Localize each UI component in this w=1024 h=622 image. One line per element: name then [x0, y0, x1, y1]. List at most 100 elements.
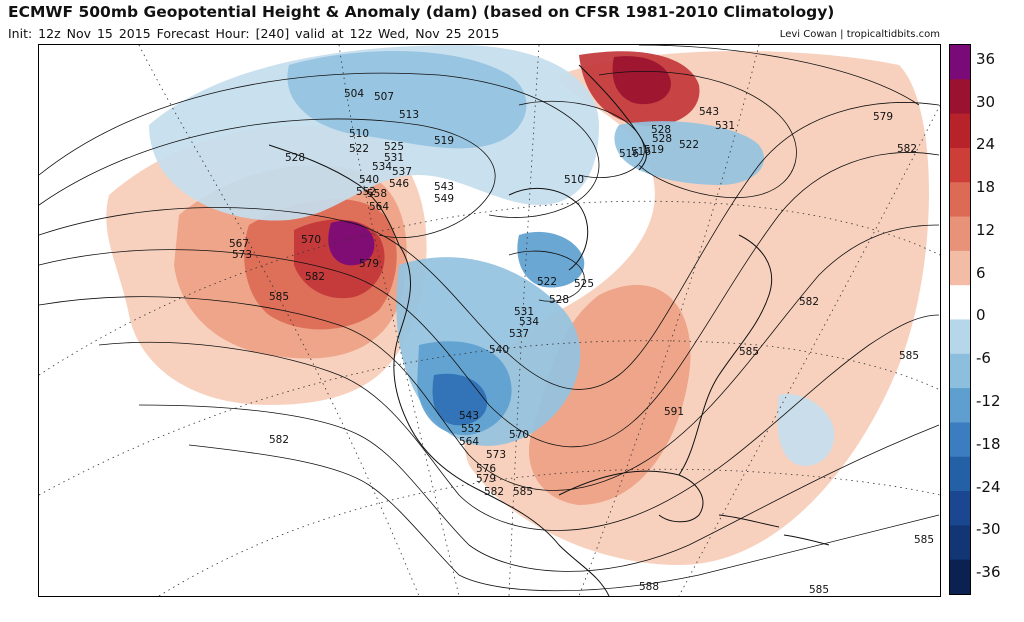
contour-label: 582 — [897, 143, 917, 155]
anomaly-trough-labrador — [614, 121, 765, 185]
colorbar-label: 0 — [976, 306, 986, 324]
colorbar-swatch — [950, 45, 970, 80]
coastline-greenland — [578, 64, 647, 171]
contour-label: 585 — [513, 486, 533, 498]
grid-line — [338, 45, 460, 596]
contour-label: 573 — [232, 249, 252, 261]
contour-label: 525 — [574, 278, 594, 290]
colorbar-swatch — [950, 388, 970, 423]
colorbar-label: 30 — [976, 93, 996, 111]
contour-label: 522 — [679, 139, 699, 151]
contour-label: 579 — [476, 473, 496, 485]
colorbar-swatch — [950, 147, 970, 183]
contour-label: 543 — [459, 410, 479, 422]
coastline-caribbean — [718, 514, 830, 546]
lat-lon-grid — [39, 45, 940, 596]
colorbar-swatch — [950, 422, 970, 458]
contour-label: 549 — [434, 193, 454, 205]
colorbar-swatch — [950, 491, 970, 526]
contour-label: 546 — [389, 178, 409, 190]
colorbar-label: -24 — [976, 478, 1001, 496]
height-contours — [39, 45, 940, 592]
page-title: ECMWF 500mb Geopotential Height & Anomal… — [8, 3, 835, 21]
colorbar-label: 24 — [976, 135, 996, 153]
contour-label: 543 — [699, 106, 719, 118]
contour-label: 579 — [873, 111, 893, 123]
contour-label: 510 — [349, 128, 369, 140]
colorbar-label: -18 — [976, 435, 1001, 453]
contour-label: 585 — [914, 534, 934, 546]
anomaly-colorbar — [949, 44, 971, 595]
contour-label: 582 — [269, 434, 289, 446]
colorbar-label: 6 — [976, 264, 986, 282]
contour-label: 585 — [269, 291, 289, 303]
colorbar-swatch — [950, 216, 970, 252]
coastline-gulf — [558, 470, 704, 523]
contour-label: 516 — [631, 146, 651, 158]
colorbar-swatch — [950, 319, 970, 355]
anomaly-ridge-greenland-core — [612, 56, 671, 105]
contour-label: 579 — [359, 258, 379, 270]
coastline-hudson-bay — [508, 187, 589, 271]
contour-label: 510 — [564, 174, 584, 186]
grid-line — [678, 104, 940, 596]
contour-label: 540 — [489, 344, 509, 356]
contour-label: 513 — [399, 109, 419, 121]
colorbar-swatch — [950, 79, 970, 115]
grid-line — [508, 45, 540, 596]
contour-line — [508, 250, 585, 302]
contour-label: 507 — [374, 91, 394, 103]
colorbar-label: 18 — [976, 178, 996, 196]
contour-label: 531 — [715, 120, 735, 132]
contour-label: 519 — [644, 144, 664, 156]
contour-label: 537 — [392, 166, 412, 178]
contour-label: 564 — [459, 436, 479, 448]
contour-label: 519 — [434, 135, 454, 147]
contour-label: 552 — [461, 423, 481, 435]
contour-label: 582 — [484, 486, 504, 498]
contour-line — [638, 45, 920, 106]
contour-label: 534 — [519, 316, 539, 328]
coastline-alaska — [268, 144, 400, 246]
contour-label: 528 — [285, 152, 305, 164]
colorbar-swatch — [950, 525, 970, 561]
contour-label: 558 — [367, 188, 387, 200]
forecast-info: Init: 12z Nov 15 2015 Forecast Hour: [24… — [8, 26, 500, 41]
contour-label: 570 — [301, 234, 321, 246]
contour-label: 516 — [619, 148, 639, 160]
contour-line — [598, 71, 797, 199]
contour-label: 582 — [799, 296, 819, 308]
forecast-map: 504 507 513 510 522 525 528 531 534 537 540 546 543 5… — [38, 44, 941, 597]
contour-label: 528 — [651, 124, 671, 136]
coastline-east — [678, 234, 773, 476]
contour-label: 570 — [509, 429, 529, 441]
contour-label: 528 — [652, 133, 672, 145]
credit-text: Levi Cowan | tropicaltidbits.com — [779, 29, 940, 40]
contour-label: 543 — [434, 181, 454, 193]
contour-line — [39, 224, 940, 491]
contour-label: 531 — [384, 152, 404, 164]
negative-anomaly-shading — [149, 45, 835, 466]
colorbar-label: -12 — [976, 392, 1001, 410]
colorbar-swatch — [950, 285, 970, 320]
colorbar-swatch — [950, 113, 970, 149]
colorbar-swatch — [950, 559, 970, 594]
anomaly-trough-hudson — [517, 231, 585, 288]
grid-line — [39, 340, 940, 496]
colorbar-swatch — [950, 456, 970, 492]
contour-line — [39, 118, 496, 238]
contour-line — [138, 404, 940, 572]
colorbar-label: -36 — [976, 563, 1001, 581]
colorbar-label: -30 — [976, 520, 1001, 538]
contour-line — [39, 72, 600, 218]
contour-label: 591 — [664, 406, 684, 418]
contour-label: 588 — [639, 581, 659, 593]
contour-label: 528 — [549, 294, 569, 306]
anomaly-ridge-max — [328, 220, 375, 266]
contour-label: 573 — [486, 449, 506, 461]
contour-label: 576 — [476, 463, 496, 475]
coastlines — [268, 64, 830, 596]
contour-label: 534 — [372, 161, 392, 173]
